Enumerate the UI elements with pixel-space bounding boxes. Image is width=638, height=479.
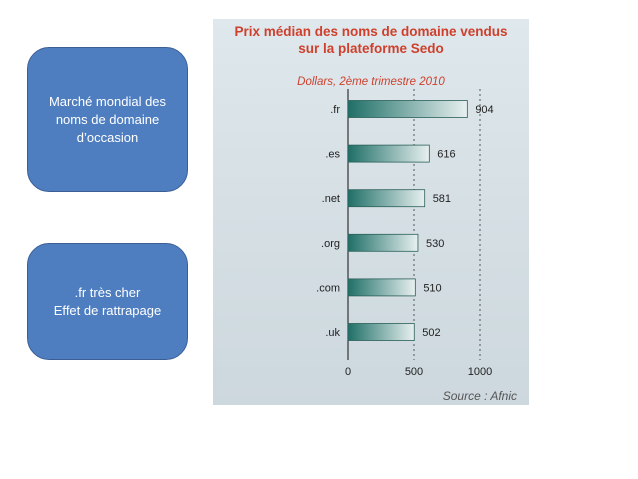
x-tick-label-0: 0 (345, 366, 351, 378)
value-label-3: 530 (426, 238, 444, 250)
bar-1 (347, 144, 430, 163)
chart-source: Source : Afnic (442, 389, 517, 403)
callout-market-line-3: d’occasion (76, 129, 139, 145)
value-label-4: 510 (423, 282, 441, 294)
chart-title-line-2: sur la plateforme Sedo (298, 41, 444, 56)
bar-4 (347, 278, 416, 297)
bar-2 (347, 189, 426, 208)
chart-title-line-1: Prix médian des noms de domaine vendus (234, 24, 508, 39)
bar-3 (347, 233, 419, 252)
category-label-4: .com (316, 282, 340, 294)
chart-subtitle: Dollars, 2ème trimestre 2010 (297, 76, 445, 88)
callout-fr-line-1: .fr très cher (74, 284, 141, 300)
category-label-1: .es (325, 149, 340, 161)
category-label-3: .org (321, 238, 340, 250)
callout-market-line-1: Marché mondial des (48, 93, 167, 109)
x-tick-label-1: 500 (405, 366, 423, 378)
bar-chart: .fr 904 .es 616 .net 581 .org 530 .com 510 .uk 502 0… (316, 89, 494, 378)
chart-panel: Prix médian des noms de domaine vendus s… (213, 19, 529, 405)
chart-title: Prix médian des noms de domaine vendus s… (213, 23, 529, 57)
value-label-2: 581 (433, 193, 451, 205)
bar-5 (347, 323, 415, 341)
callout-fr-line-2: Effet de rattrapage (53, 302, 162, 318)
callout-fr: .fr très cher Effet de rattrapage (27, 243, 188, 360)
bar-0 (347, 100, 468, 118)
value-label-1: 616 (437, 149, 455, 161)
x-tick-label-2: 1000 (468, 366, 492, 378)
category-label-2: .net (322, 193, 340, 205)
category-label-0: .fr (330, 104, 340, 116)
value-label-5: 502 (422, 327, 440, 339)
callout-market-line-2: noms de domaine (55, 111, 160, 127)
value-label-0: 904 (475, 104, 493, 116)
category-label-5: .uk (325, 327, 340, 339)
callout-market: Marché mondial des noms de domaine d’occ… (27, 47, 188, 192)
